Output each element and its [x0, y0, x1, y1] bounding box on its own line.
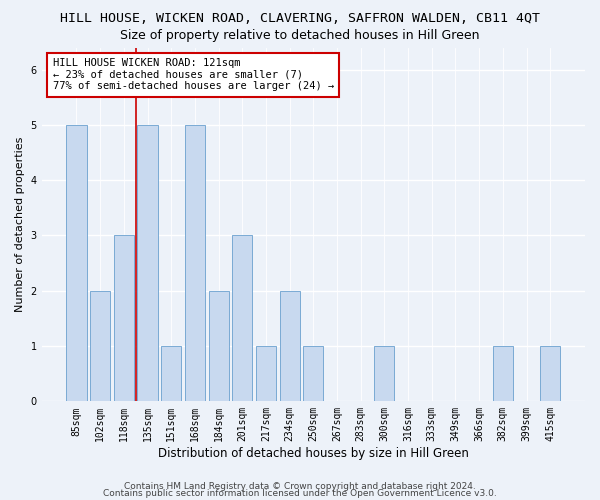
- Text: Size of property relative to detached houses in Hill Green: Size of property relative to detached ho…: [120, 29, 480, 42]
- Text: HILL HOUSE WICKEN ROAD: 121sqm
← 23% of detached houses are smaller (7)
77% of s: HILL HOUSE WICKEN ROAD: 121sqm ← 23% of …: [53, 58, 334, 92]
- Bar: [493, 346, 513, 402]
- Bar: [374, 346, 394, 402]
- Text: Contains HM Land Registry data © Crown copyright and database right 2024.: Contains HM Land Registry data © Crown c…: [124, 482, 476, 491]
- Bar: [137, 125, 158, 402]
- Bar: [540, 346, 560, 402]
- Y-axis label: Number of detached properties: Number of detached properties: [15, 136, 25, 312]
- Bar: [67, 125, 86, 402]
- Bar: [185, 125, 205, 402]
- Bar: [90, 291, 110, 402]
- Bar: [232, 236, 253, 402]
- Bar: [209, 291, 229, 402]
- Bar: [114, 236, 134, 402]
- Bar: [280, 291, 300, 402]
- Bar: [161, 346, 181, 402]
- Bar: [256, 346, 276, 402]
- X-axis label: Distribution of detached houses by size in Hill Green: Distribution of detached houses by size …: [158, 447, 469, 460]
- Text: Contains public sector information licensed under the Open Government Licence v3: Contains public sector information licen…: [103, 488, 497, 498]
- Text: HILL HOUSE, WICKEN ROAD, CLAVERING, SAFFRON WALDEN, CB11 4QT: HILL HOUSE, WICKEN ROAD, CLAVERING, SAFF…: [60, 12, 540, 26]
- Bar: [303, 346, 323, 402]
